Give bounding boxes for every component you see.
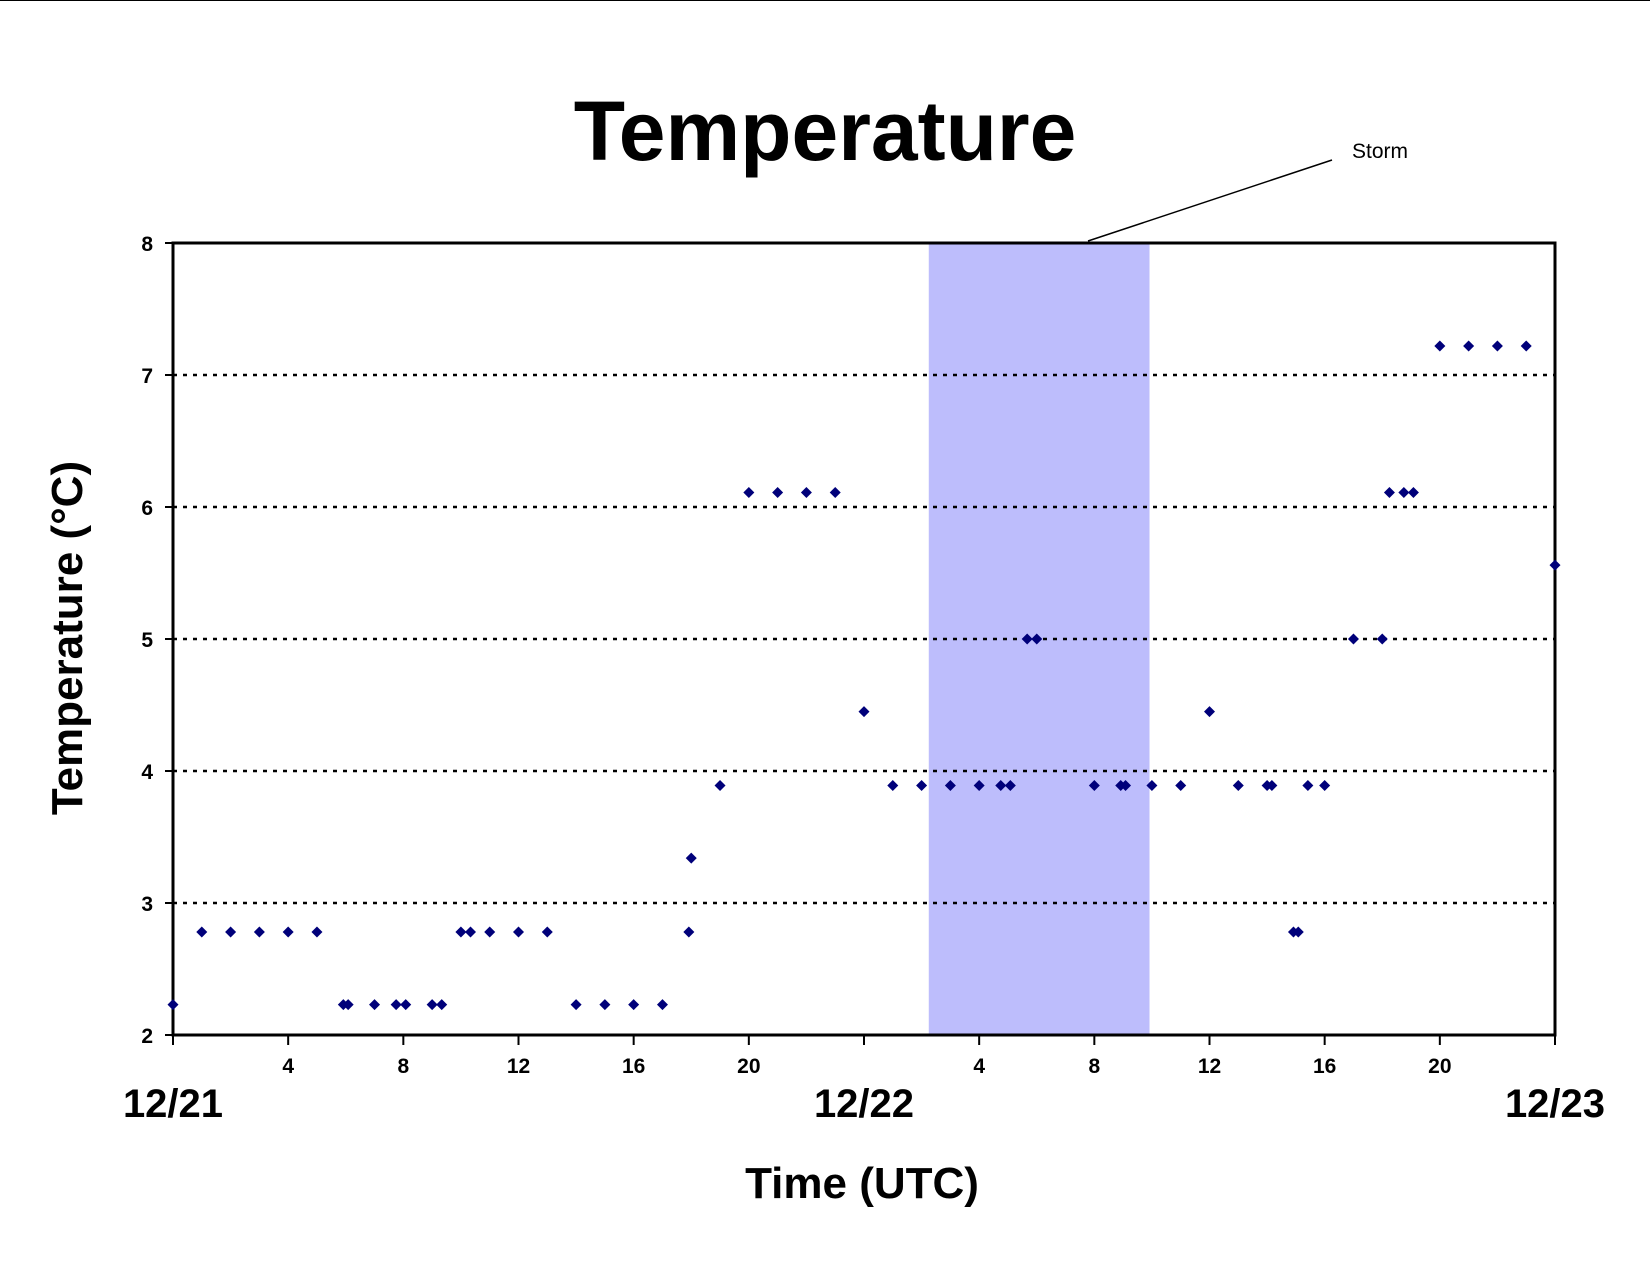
top-border-line [0,0,1650,1]
data-point [400,999,412,1011]
data-point [800,486,812,498]
data-point [995,780,1007,792]
data-point [1407,486,1419,498]
data-point [772,486,784,498]
data-point [1004,780,1016,792]
data-point [1383,486,1395,498]
storm-label: Storm [1352,140,1408,163]
data-point [599,999,611,1011]
data-point [714,780,726,792]
data-point [426,999,438,1011]
y-tick-label: 4 [141,761,153,784]
data-point [683,926,695,938]
x-tick-label: 4 [282,1055,294,1078]
y-tick-label: 7 [141,365,153,388]
data-point [1292,926,1304,938]
data-point [1232,780,1244,792]
y-axis-title: Temperature (°C) [43,461,92,815]
data-point [944,780,956,792]
data-point [973,780,985,792]
data-point [369,999,381,1011]
data-point [1376,633,1388,645]
plot-area: 2 3 4 5 6 7 8 4 8 12 16 20 4 8 12 16 20 12/21 12/22 12/23 [123,233,1605,1126]
y-tick-label: 6 [141,497,153,520]
data-point [685,852,697,864]
x-tick-label: 12 [507,1055,530,1078]
y-tick-label: 3 [141,893,153,916]
data-point [253,926,265,938]
data-point [1491,340,1503,352]
data-point [887,780,899,792]
data-point [1266,780,1278,792]
date-label: 12/21 [123,1082,223,1126]
data-point [1302,780,1314,792]
data-point [1520,340,1532,352]
data-point [1549,559,1561,571]
storm-leader-line [1087,159,1333,242]
x-tick-label: 16 [622,1055,645,1078]
data-point [1031,633,1043,645]
date-label: 12/22 [814,1082,914,1126]
data-point [436,999,448,1011]
data-point [1398,486,1410,498]
data-point [455,926,467,938]
data-point [342,999,354,1011]
y-tick-label: 2 [141,1025,153,1048]
data-point [1463,340,1475,352]
data-point [1088,780,1100,792]
data-point [743,486,755,498]
storm-annotation: Storm [1087,140,1408,242]
data-point [167,999,179,1011]
data-point [1175,780,1187,792]
x-tick-label: 12 [1198,1055,1221,1078]
x-tick-label: 8 [1088,1055,1100,1078]
data-point [1347,633,1359,645]
data-point [1434,340,1446,352]
data-point [541,926,553,938]
data-point [829,486,841,498]
x-tick-label: 8 [397,1055,409,1078]
x-tick-label: 20 [737,1055,760,1078]
x-tick-label: 4 [973,1055,985,1078]
chart-title: Temperature [574,84,1077,178]
data-point [916,780,928,792]
data-point [484,926,496,938]
date-label: 12/23 [1505,1082,1605,1126]
x-axis-title: Time (UTC) [745,1159,979,1208]
y-tick-label: 5 [141,629,153,652]
y-tick-label: 8 [141,233,153,256]
data-point [225,926,237,938]
data-point [465,926,477,938]
data-point [513,926,524,938]
data-point [1319,780,1331,792]
data-point [390,999,402,1011]
data-point [282,926,294,938]
data-point [858,706,870,718]
x-tick-label: 20 [1428,1055,1451,1078]
data-point [570,999,582,1011]
data-point [196,926,208,938]
data-point [1204,706,1215,718]
data-point [1146,780,1158,792]
data-point [311,926,323,938]
data-point [1120,780,1132,792]
data-point [628,999,640,1011]
data-point [656,999,668,1011]
data-point [1021,633,1033,645]
x-tick-label: 16 [1313,1055,1336,1078]
